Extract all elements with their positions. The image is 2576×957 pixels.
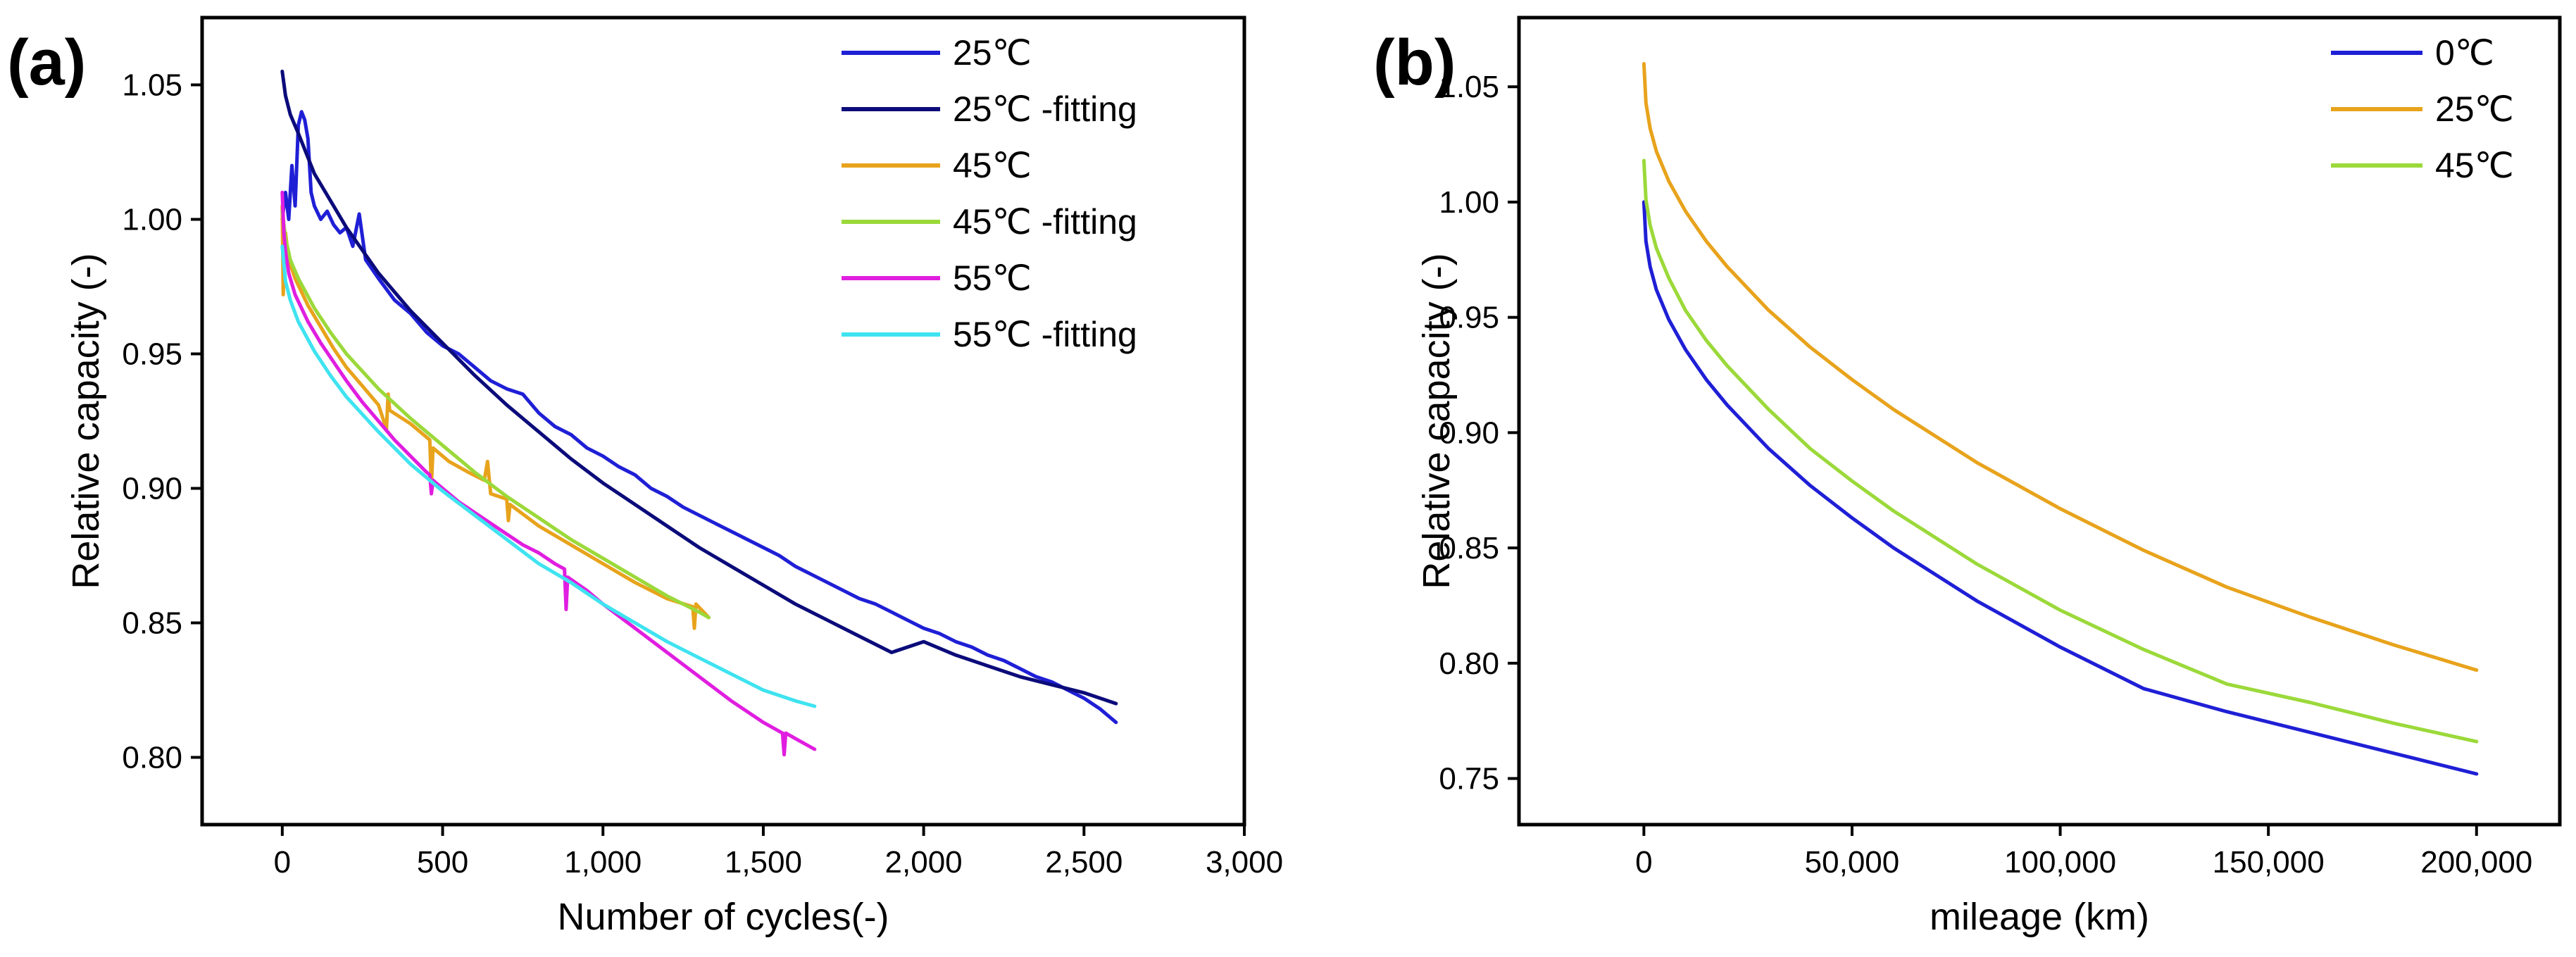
y-tick-label-a: 0.80	[122, 741, 182, 775]
plot-frame-b	[1517, 15, 2562, 827]
plot-frame-a	[200, 15, 1246, 827]
y-tick-label-a: 0.85	[122, 606, 182, 641]
x-tick-label-a: 2,000	[885, 845, 963, 880]
x-axis-title-a: Number of cycles(-)	[557, 896, 889, 938]
legend-label-a: 55℃	[953, 258, 1032, 298]
x-tick-label-b: 200,000	[2420, 845, 2532, 880]
series-line-a-1	[280, 69, 1118, 706]
legend-label-a: 25℃ -fitting	[953, 89, 1137, 129]
legend-b: 0℃ 25℃ 45℃	[2331, 33, 2514, 185]
y-tick-label-b: 0.95	[1439, 301, 1499, 335]
legend-label-a: 45℃ -fitting	[953, 202, 1137, 242]
chart-a: (a) 0 500 1,000 1,500 2,000 2,500 3,000 0.800.…	[7, 15, 1283, 938]
x-tick-label-a: 1,500	[725, 845, 802, 880]
y-axis-title-b: Relative capacity (-)	[1415, 253, 1458, 589]
panel-label-a: (a)	[7, 27, 86, 99]
series-line-a-5	[280, 244, 817, 708]
y-ticks-a: 0.80 0.85 0.90 0.95 1.00 1.05	[122, 68, 202, 775]
legend-label-a: 55℃ -fitting	[953, 315, 1137, 354]
series-line-b-2	[1642, 158, 2479, 744]
x-tick-label-b: 100,000	[2004, 845, 2116, 880]
y-tick-label-a: 1.00	[122, 203, 182, 237]
y-tick-label-b: 0.80	[1439, 646, 1499, 681]
legend-label-a: 25℃	[953, 33, 1032, 73]
legend-a: 25℃ 25℃ -fitting 45℃ 45℃ -fitting 55℃ 55℃ -fi…	[842, 33, 1137, 354]
y-tick-label-b: 0.75	[1439, 762, 1499, 796]
series-group-b	[1642, 62, 2479, 776]
series-line-b-1	[1642, 62, 2479, 673]
y-tick-label-b: 0.85	[1439, 531, 1499, 565]
x-tick-label-a: 1,000	[564, 845, 642, 880]
x-tick-label-b: 50,000	[1805, 845, 1900, 880]
series-group-a	[280, 69, 1118, 757]
x-axis-title-b: mileage (km)	[1930, 896, 2149, 938]
y-tick-label-b: 1.00	[1439, 185, 1499, 220]
series-line-a-3	[280, 209, 711, 620]
chart-b: (b) 0 50,000 100,000 150,000 200,000 0.75 0.8…	[1373, 15, 2562, 938]
panel-label-b: (b)	[1373, 27, 1456, 99]
x-ticks-b: 0 50,000 100,000 150,000 200,000	[1635, 825, 2532, 880]
series-line-a-2	[280, 204, 711, 630]
x-ticks-a: 0 500 1,000 1,500 2,000 2,500 3,000	[274, 825, 1283, 880]
x-tick-label-b: 0	[1635, 845, 1652, 880]
series-line-a-0	[280, 110, 1118, 725]
x-tick-label-a: 0	[274, 845, 291, 880]
y-tick-label-a: 0.90	[122, 472, 182, 506]
series-line-b-0	[1642, 200, 2479, 776]
x-tick-label-a: 3,000	[1206, 845, 1283, 880]
legend-label-b: 25℃	[2435, 89, 2514, 129]
y-axis-title-a: Relative capacity (-)	[65, 253, 107, 589]
series-line-a-4	[280, 190, 817, 757]
legend-label-b: 0℃	[2435, 33, 2494, 73]
x-tick-label-a: 500	[417, 845, 468, 880]
legend-label-a: 45℃	[953, 146, 1032, 185]
y-ticks-b: 0.75 0.80 0.85 0.90 0.95 1.00 1.05	[1439, 70, 1519, 796]
legend-label-b: 45℃	[2435, 146, 2514, 185]
y-tick-label-a: 1.05	[122, 68, 182, 103]
y-tick-label-b: 0.90	[1439, 415, 1499, 450]
y-tick-label-a: 0.95	[122, 337, 182, 372]
x-tick-label-a: 2,500	[1045, 845, 1123, 880]
y-tick-label-b: 1.05	[1439, 70, 1499, 104]
x-tick-label-b: 150,000	[2213, 845, 2325, 880]
